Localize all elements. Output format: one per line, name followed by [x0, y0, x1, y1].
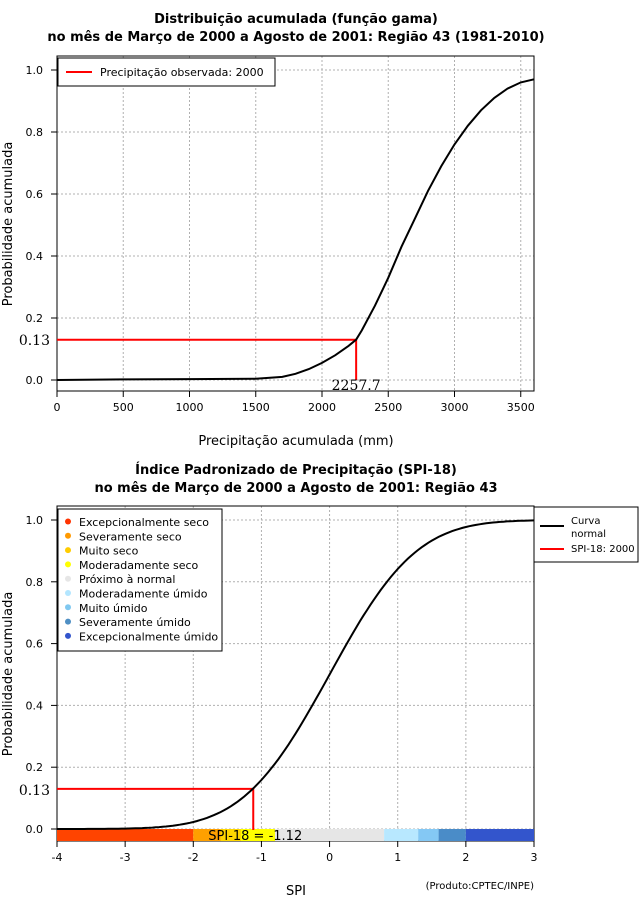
chart2-y-axis: 0.0 0.2 0.4 0.6 0.8 1.0 [26, 514, 57, 836]
chart2-legend-observed-label: SPI-18: 2000 [571, 544, 635, 555]
c2-x-tick-label: 3 [531, 851, 538, 864]
cdf-gamma-chart: Distribuição acumulada (função gama) no … [1, 12, 545, 449]
c1-y-tick-label: 0.0 [26, 374, 44, 387]
legend-category-2: Severamente seco [79, 530, 182, 543]
legend-swatch-9 [65, 632, 71, 639]
chart1-legend-box [57, 57, 276, 87]
chart1-legend: Precipitação observada: 2000 [57, 57, 276, 87]
chart1-title-line2: no mês de Março de 2000 a Agosto de 2001… [47, 30, 544, 45]
chart1-legend-label: Precipitação observada: 2000 [100, 66, 264, 79]
c1-y-tick-label: 0.2 [26, 312, 44, 325]
chart2-x-axis: -4 -3 -2 -1 0 1 2 3 [52, 841, 538, 864]
chart2-observed-lines [57, 787, 255, 830]
legend-category-9: Excepcionalmente úmido [79, 630, 218, 643]
legend-category-5: Próximo à normal [79, 573, 175, 586]
chart2-category-band [465, 829, 534, 841]
c2-x-tick-label: 2 [462, 851, 469, 864]
chart1-y-axis: 0.0 0.2 0.4 0.6 0.8 1.0 [26, 64, 57, 387]
c2-x-tick-label: 0 [326, 851, 333, 864]
c1-x-tick-label: 500 [113, 401, 134, 414]
c2-y-tick-label: 0.6 [26, 638, 44, 651]
chart1-observed-lines [57, 338, 358, 380]
c1-y-tick-label: 1.0 [26, 64, 44, 77]
c1-x-tick-label: 3500 [507, 401, 535, 414]
c2-x-tick-label: -3 [120, 851, 131, 864]
c2-x-tick-label: -4 [52, 851, 63, 864]
chart2-category-band [384, 829, 419, 841]
chart2-y-axis-label: Probabilidade acumulada [1, 592, 16, 757]
chart1-observed-y-label: 0.13 [19, 333, 50, 349]
chart1-plot-frame [56, 55, 535, 392]
chart2-category-band [193, 829, 221, 841]
chart2-category-legend-box [57, 508, 223, 652]
chart1-observed-x-label: 2257.7 [332, 378, 381, 394]
chart2-series-legend-box [533, 506, 639, 563]
legend-swatch-3 [65, 547, 71, 554]
chart2-title-line2: no mês de Março de 2000 a Agosto de 2001… [94, 481, 497, 496]
legend-category-7: Muito úmido [79, 602, 148, 615]
legend-swatch-2 [65, 532, 71, 539]
chart2-category-bands [57, 829, 534, 841]
legend-category-6: Moderadamente úmido [79, 588, 208, 601]
chart1-cdf-curve [56, 78, 535, 381]
c2-x-tick-label: -2 [188, 851, 199, 864]
chart1-x-axis-label: Precipitação acumulada (mm) [198, 434, 393, 449]
c1-y-tick-label: 0.6 [26, 188, 44, 201]
spi-chart: Índice Padronizado de Precipitação (SPI-… [1, 462, 639, 899]
chart2-title-line1: Índice Padronizado de Precipitação (SPI-… [135, 462, 457, 478]
c1-x-tick-label: 3000 [441, 401, 469, 414]
chart2-category-band [418, 829, 439, 841]
chart2-category-band [438, 829, 466, 841]
c1-x-tick-label: 1000 [176, 401, 204, 414]
chart2-category-band [220, 829, 241, 841]
chart2-observed-y-label: 0.13 [19, 783, 50, 799]
c2-y-tick-label: 0.8 [26, 576, 44, 589]
legend-swatch-7 [65, 604, 71, 611]
c2-x-tick-label: 1 [394, 851, 401, 864]
c1-y-tick-label: 0.4 [26, 250, 44, 263]
c1-x-tick-label: 2500 [374, 401, 402, 414]
legend-swatch-4 [65, 561, 71, 568]
chart2-category-band [57, 829, 194, 841]
chart2-normal-curve [57, 519, 535, 830]
chart1-title-line1: Distribuição acumulada (função gama) [154, 12, 438, 27]
c2-y-tick-label: 0.0 [26, 823, 44, 836]
legend-swatch-1 [65, 518, 71, 525]
chart1-x-axis: 0 500 1000 1500 2000 2500 3000 3500 [54, 391, 535, 414]
legend-category-3: Muito seco [79, 545, 139, 558]
legend-swatch-6 [65, 590, 71, 596]
legend-category-4: Moderadamente seco [79, 559, 199, 572]
c1-x-tick-label: 2000 [308, 401, 336, 414]
chart2-spi-value-label: SPI-18 = -1.12 [208, 829, 302, 844]
chart2-category-band [275, 829, 385, 841]
c2-y-tick-label: 1.0 [26, 514, 44, 527]
c2-y-tick-label: 0.4 [26, 699, 44, 712]
chart2-legend-curve-label-2: normal [571, 529, 606, 540]
c1-x-tick-label: 1500 [242, 401, 270, 414]
chart2-x-axis-label: SPI [286, 884, 306, 899]
chart2-legend-curve-label-1: Curva [571, 516, 600, 527]
legend-category-8: Severamente úmido [79, 616, 191, 629]
c1-x-tick-label: 0 [54, 401, 61, 414]
chart2-category-band [240, 829, 276, 841]
chart1-grid [56, 56, 534, 391]
legend-swatch-5 [65, 575, 71, 582]
c1-y-tick-label: 0.8 [26, 126, 44, 139]
chart2-series-legend: Curva normal SPI-18: 2000 [533, 506, 639, 563]
product-credit: (Produto:CPTEC/INPE) [426, 881, 534, 892]
c2-y-tick-label: 0.2 [26, 761, 44, 774]
chart1-y-axis-label: Probabilidade acumulada [1, 142, 16, 307]
legend-category-1: Excepcionalmente seco [79, 516, 209, 529]
c2-x-tick-label: -1 [256, 851, 267, 864]
legend-swatch-8 [65, 618, 71, 625]
